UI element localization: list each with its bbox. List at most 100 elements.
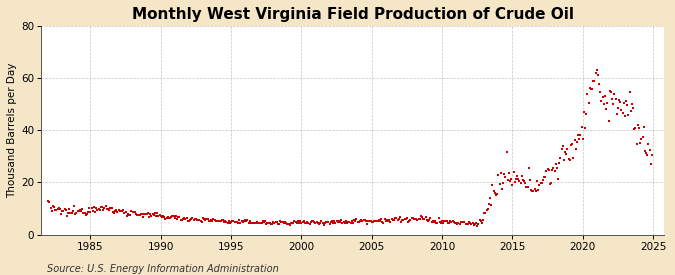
Point — [468, 223, 479, 227]
Point — [147, 212, 158, 217]
Point — [425, 216, 436, 221]
Point — [421, 218, 432, 222]
Point — [497, 181, 508, 185]
Point — [308, 219, 319, 223]
Point — [151, 214, 161, 218]
Point — [47, 204, 58, 208]
Point — [256, 221, 267, 226]
Point — [55, 207, 65, 211]
Point — [247, 221, 258, 226]
Point — [171, 214, 182, 218]
Point — [198, 216, 209, 220]
Point — [211, 218, 222, 223]
Point — [142, 211, 153, 215]
Point — [223, 219, 234, 223]
Point — [623, 112, 634, 117]
Text: Source: U.S. Energy Information Administration: Source: U.S. Energy Information Administ… — [47, 264, 279, 274]
Point — [322, 220, 333, 224]
Point — [576, 124, 587, 129]
Point — [85, 210, 96, 214]
Point — [424, 218, 435, 222]
Point — [145, 212, 156, 216]
Point — [70, 211, 80, 216]
Point — [534, 183, 545, 188]
Point — [289, 219, 300, 223]
Point — [445, 218, 456, 223]
Point — [109, 208, 120, 213]
Point — [601, 107, 612, 112]
Point — [182, 219, 193, 223]
Point — [233, 221, 244, 226]
Point — [260, 219, 271, 224]
Point — [599, 101, 610, 106]
Point — [235, 220, 246, 225]
Point — [338, 220, 349, 224]
Point — [208, 217, 219, 221]
Point — [262, 221, 273, 226]
Point — [49, 205, 59, 210]
Point — [261, 221, 271, 226]
Point — [478, 218, 489, 222]
Point — [460, 221, 471, 226]
Point — [443, 221, 454, 225]
Point — [333, 219, 344, 223]
Point — [528, 189, 539, 193]
Point — [222, 221, 233, 226]
Point — [337, 221, 348, 225]
Point — [514, 178, 525, 183]
Point — [97, 205, 107, 210]
Point — [448, 219, 458, 223]
Point — [595, 90, 605, 95]
Point — [367, 220, 377, 224]
Point — [510, 176, 521, 181]
Point — [327, 221, 338, 225]
Point — [350, 219, 360, 224]
Point — [113, 208, 124, 212]
Point — [296, 221, 307, 226]
Point — [349, 218, 360, 222]
Point — [329, 219, 340, 223]
Point — [618, 100, 629, 105]
Point — [168, 214, 179, 219]
Point — [542, 167, 553, 171]
Point — [502, 178, 513, 182]
Point — [634, 141, 645, 145]
Point — [614, 98, 624, 103]
Point — [454, 222, 465, 226]
Point — [645, 162, 656, 166]
Point — [300, 221, 311, 225]
Point — [408, 216, 418, 220]
Point — [340, 220, 350, 225]
Point — [111, 207, 122, 212]
Point — [79, 210, 90, 215]
Point — [643, 141, 654, 146]
Point — [493, 173, 504, 177]
Point — [549, 169, 560, 174]
Point — [241, 219, 252, 224]
Point — [518, 178, 529, 182]
Point — [642, 153, 653, 157]
Point — [68, 209, 78, 213]
Point — [631, 141, 642, 146]
Point — [489, 191, 500, 196]
Point — [64, 207, 75, 211]
Point — [541, 169, 551, 173]
Point — [144, 214, 155, 219]
Point — [391, 216, 402, 220]
Point — [448, 219, 459, 224]
Point — [331, 219, 342, 224]
Point — [169, 216, 180, 221]
Point — [450, 221, 460, 225]
Point — [399, 217, 410, 221]
Point — [443, 221, 454, 225]
Point — [563, 156, 574, 161]
Point — [198, 217, 209, 221]
Point — [626, 109, 637, 114]
Point — [184, 219, 194, 224]
Point — [487, 183, 498, 187]
Point — [559, 158, 570, 162]
Point — [202, 217, 213, 221]
Point — [477, 221, 487, 226]
Point — [581, 112, 592, 116]
Point — [602, 101, 613, 105]
